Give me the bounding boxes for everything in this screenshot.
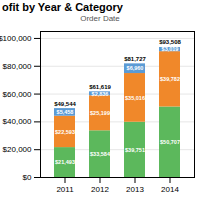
- html-text:Order Date: Order Date: [80, 14, 120, 23]
- svg-text:2012: 2012: [91, 185, 109, 194]
- html-text:ofit by Year & Category: ofit by Year & Category: [2, 1, 123, 13]
- svg-text:$80,000: $80,000: [3, 62, 32, 71]
- svg-text:$20,000: $20,000: [3, 145, 32, 154]
- svg-text:$25,199: $25,199: [90, 110, 110, 116]
- svg-text:2011: 2011: [56, 185, 74, 194]
- svg-text:$35,016: $35,016: [125, 95, 145, 101]
- svg-text:2014: 2014: [161, 185, 179, 194]
- svg-text:$3,019: $3,019: [162, 46, 179, 52]
- svg-text:$93,508: $93,508: [159, 39, 181, 45]
- svg-text:$22,593: $22,593: [55, 129, 75, 135]
- svg-text:$2,836: $2,836: [92, 91, 109, 97]
- svg-text:$5,458: $5,458: [57, 109, 74, 115]
- svg-text:$100,000: $100,000: [0, 34, 32, 43]
- svg-text:$39,751: $39,751: [125, 147, 145, 153]
- svg-text:$21,493: $21,493: [55, 159, 75, 165]
- svg-text:$33,584: $33,584: [90, 151, 111, 157]
- svg-text:$49,544: $49,544: [54, 101, 76, 107]
- svg-text:$40,000: $40,000: [3, 117, 32, 126]
- svg-text:$39,782: $39,782: [160, 76, 180, 82]
- svg-text:$81,727: $81,727: [124, 56, 146, 62]
- svg-text:$60,000: $60,000: [3, 90, 32, 99]
- svg-text:$50,707: $50,707: [160, 139, 180, 145]
- svg-text:$6,960: $6,960: [127, 65, 144, 71]
- svg-text:$61,619: $61,619: [89, 84, 111, 90]
- svg-text:2013: 2013: [126, 185, 144, 194]
- svg-text:$0: $0: [23, 173, 32, 182]
